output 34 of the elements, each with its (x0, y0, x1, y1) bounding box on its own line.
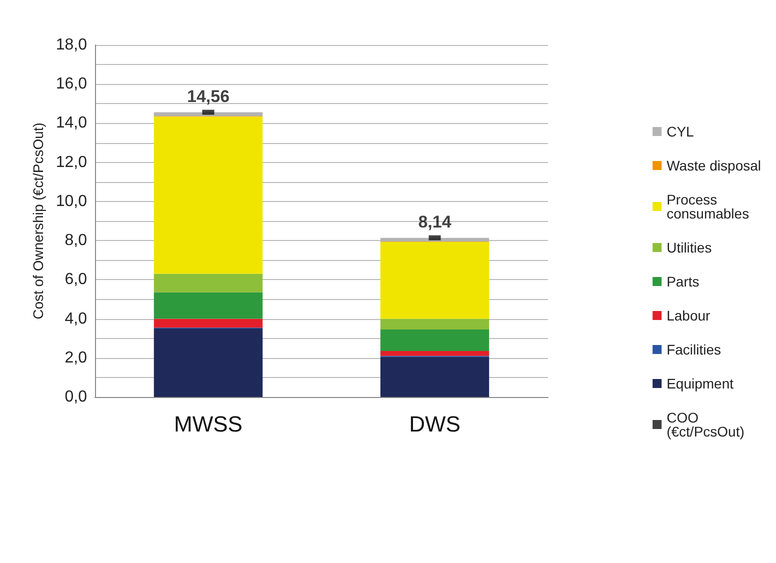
bar (154, 292, 263, 319)
y-tick-label: 18,0 (56, 36, 88, 54)
legend-label: Process consumables (666, 192, 750, 222)
y-tick-label: 14,0 (56, 114, 88, 132)
legend-label: Utilities (666, 240, 712, 256)
y-axis-title: Cost of Ownership (€ct/PcsOut) (30, 122, 46, 320)
data-label: 8,14 (418, 212, 452, 232)
bar (380, 356, 490, 397)
bar (154, 116, 263, 274)
x-tick-label: DWS (409, 412, 460, 436)
bar (154, 328, 263, 397)
y-tick-label: 10,0 (56, 192, 88, 210)
legend-label: Waste disposal (666, 158, 762, 174)
bar (380, 318, 490, 330)
y-tick-label: 4,0 (64, 310, 88, 328)
legend-label: Labour (666, 308, 711, 324)
bar (154, 274, 263, 292)
legend-label: COO (€ct/PcsOut) (666, 410, 744, 440)
legend-label: Parts (666, 274, 700, 290)
y-tick-label: 2,0 (64, 349, 88, 366)
bar (380, 330, 490, 352)
x-tick-label: MWSS (174, 412, 242, 436)
y-tick-label: 8,0 (64, 232, 88, 250)
legend-label: Facilities (666, 342, 722, 358)
legend-label: CYL (666, 124, 694, 140)
data-label: 14,56 (186, 86, 230, 106)
bar (154, 318, 263, 328)
y-tick-label: 16,0 (56, 76, 88, 93)
y-tick-label: 6,0 (64, 271, 88, 288)
legend-label: Equipment (666, 376, 734, 392)
bar (380, 242, 490, 319)
bar (380, 351, 490, 356)
y-tick-label: 0,0 (64, 388, 88, 406)
y-tick-label: 12,0 (56, 154, 88, 171)
